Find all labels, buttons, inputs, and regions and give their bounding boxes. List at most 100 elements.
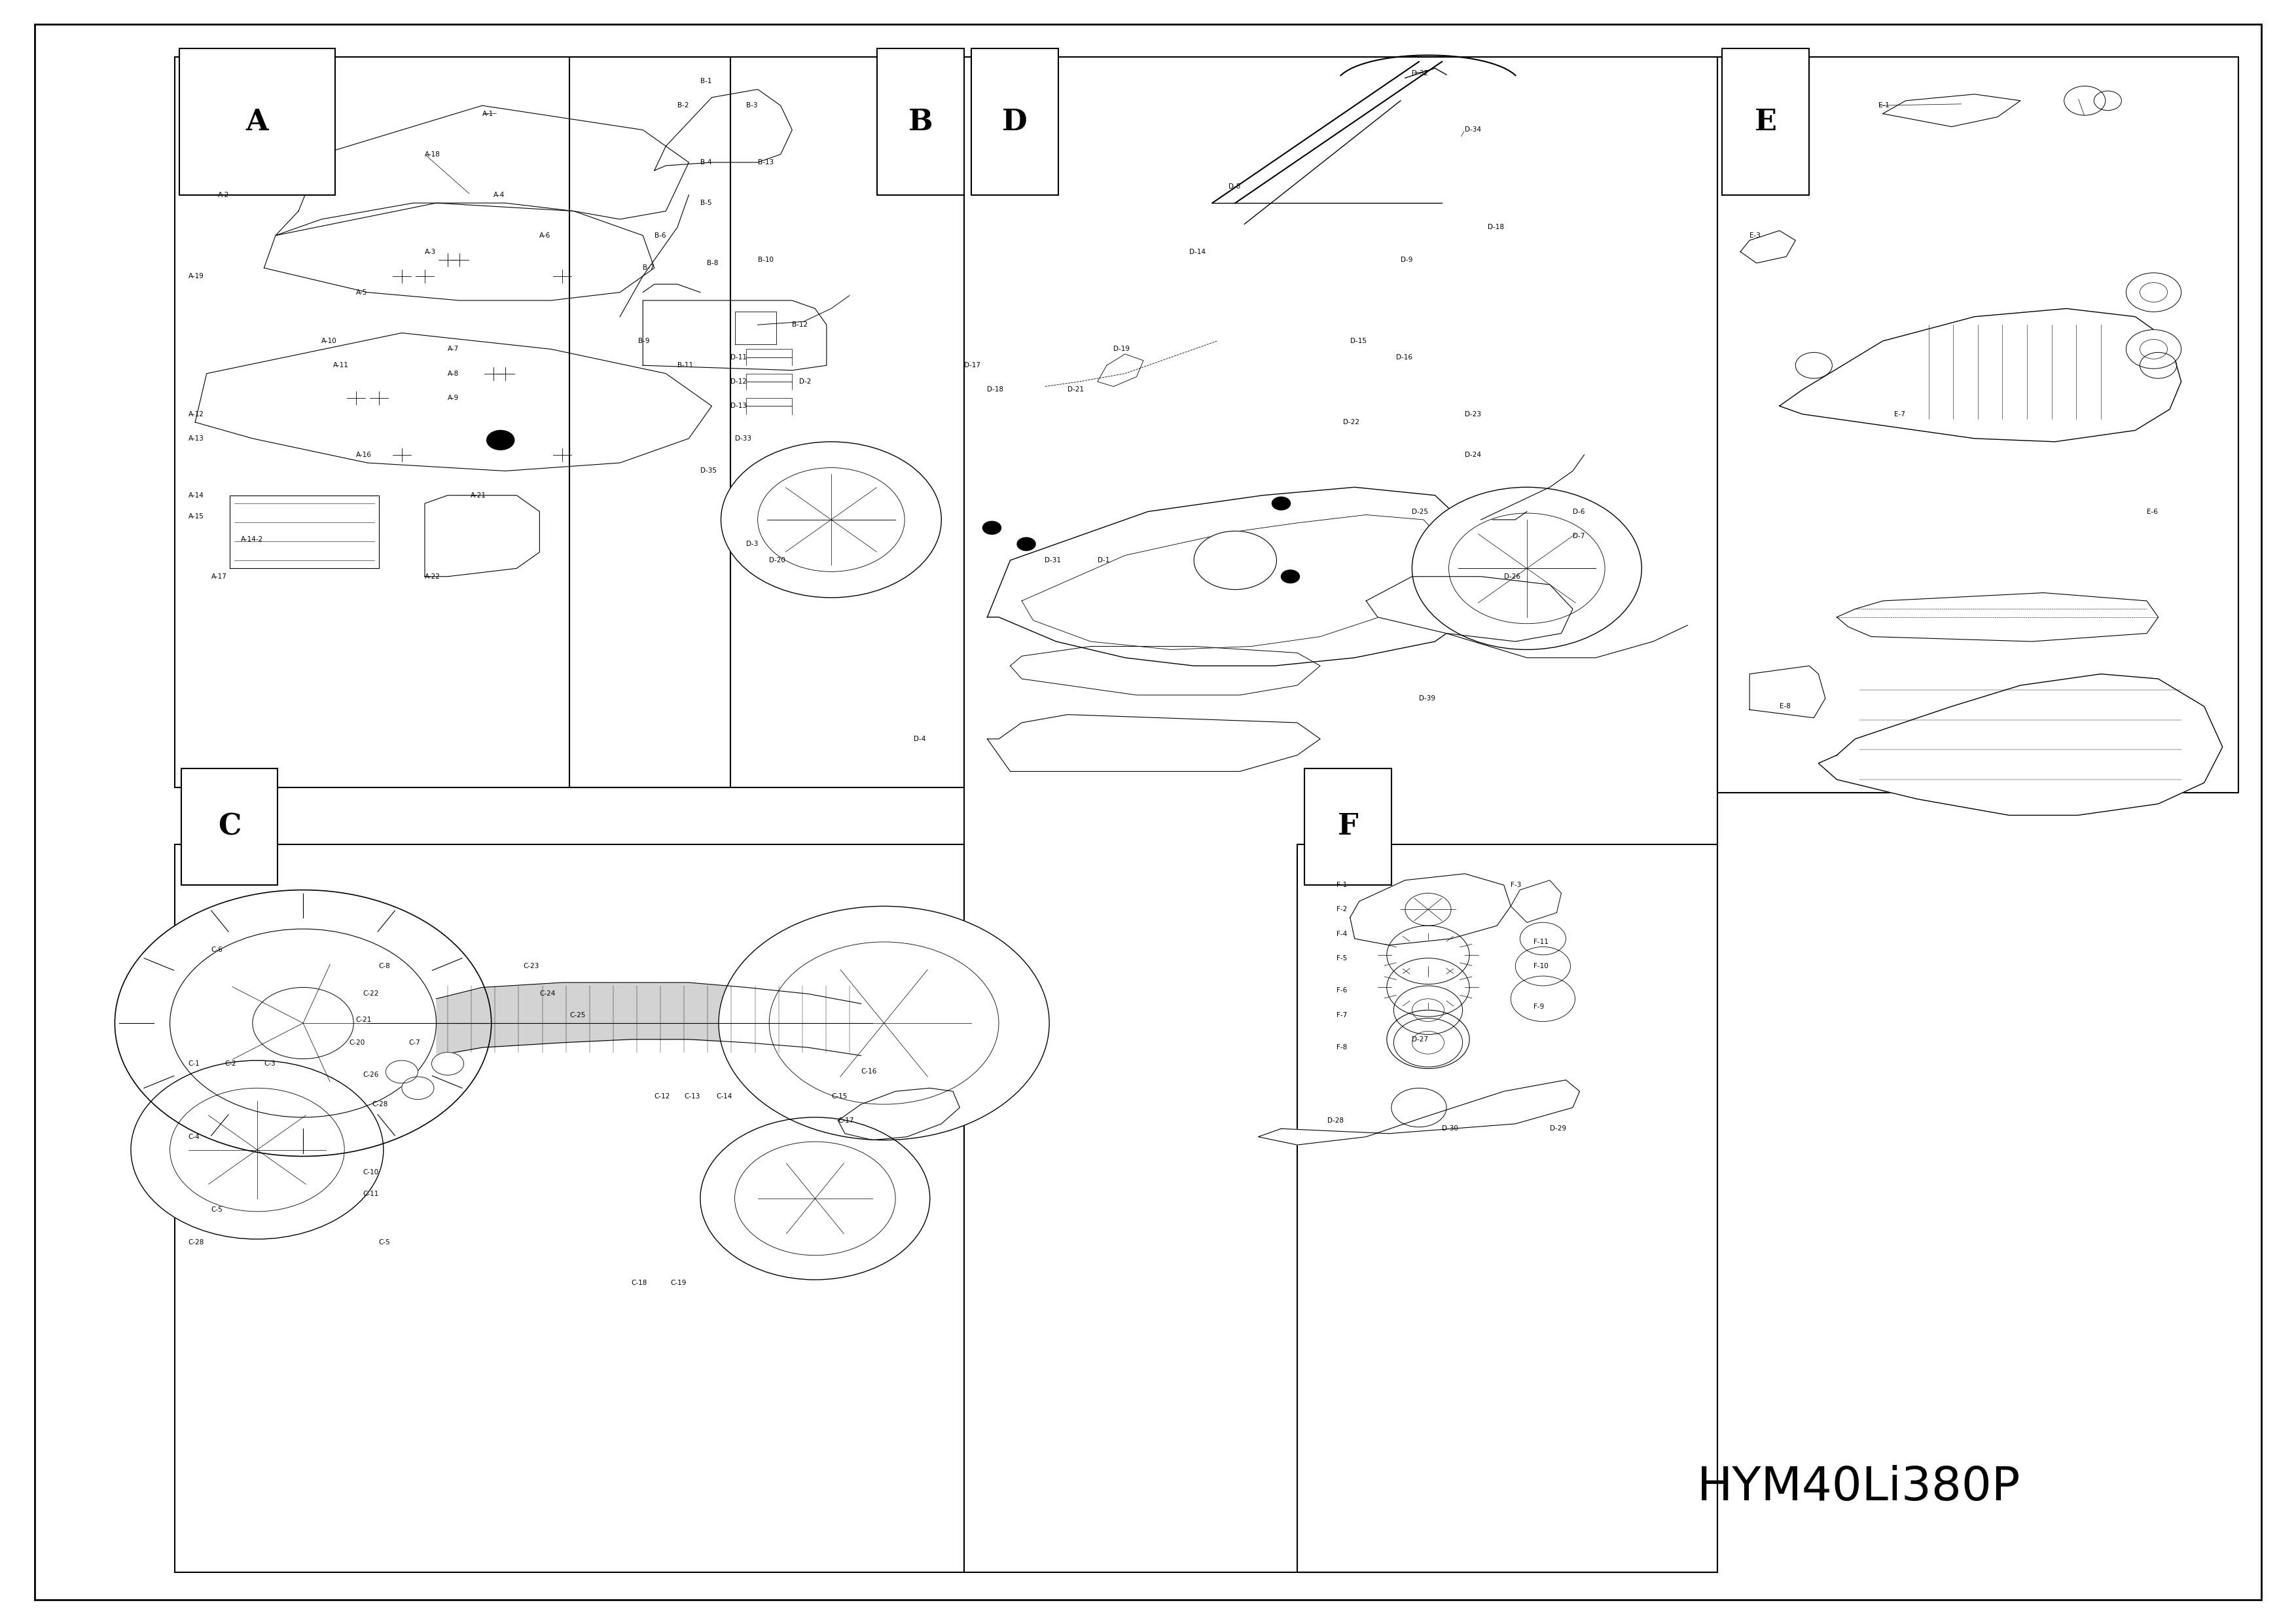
Polygon shape (987, 487, 1481, 666)
Text: D-12: D-12 (730, 378, 746, 385)
Text: D-24: D-24 (1465, 451, 1481, 458)
Circle shape (386, 1060, 418, 1083)
Polygon shape (1511, 880, 1561, 922)
Polygon shape (838, 1088, 960, 1140)
Text: C-17: C-17 (838, 1117, 854, 1124)
Bar (1722, 49, 1809, 195)
Polygon shape (1366, 577, 1573, 641)
Text: C-6: C-6 (211, 947, 223, 953)
Circle shape (1394, 986, 1463, 1034)
Circle shape (1387, 926, 1469, 984)
Text: C-8: C-8 (379, 963, 390, 970)
Polygon shape (1779, 309, 2181, 442)
Text: C-16: C-16 (861, 1069, 877, 1075)
Text: B-6: B-6 (654, 232, 666, 239)
Text: A-10: A-10 (321, 338, 338, 344)
Circle shape (983, 521, 1001, 534)
Text: F-7: F-7 (1336, 1012, 1348, 1018)
Text: B-7: B-7 (643, 265, 654, 271)
Text: C-26: C-26 (363, 1072, 379, 1078)
Text: D-14: D-14 (1189, 248, 1205, 255)
Text: A-22: A-22 (425, 573, 441, 580)
Text: F-8: F-8 (1336, 1044, 1348, 1051)
Text: D-28: D-28 (1327, 1117, 1343, 1124)
Text: D-11: D-11 (730, 354, 746, 361)
Polygon shape (1350, 874, 1511, 945)
Text: C-1: C-1 (188, 1060, 200, 1067)
Circle shape (1394, 1018, 1463, 1067)
Text: D-29: D-29 (1550, 1125, 1566, 1132)
Text: B-3: B-3 (746, 102, 758, 109)
Text: E-1: E-1 (1878, 102, 1890, 109)
Text: C-28: C-28 (188, 1239, 204, 1246)
Text: B-5: B-5 (700, 200, 712, 206)
Text: A-14-2: A-14-2 (241, 536, 264, 542)
Text: C-23: C-23 (523, 963, 540, 970)
Text: D-19: D-19 (1114, 346, 1130, 352)
Text: C-7: C-7 (409, 1039, 420, 1046)
Bar (877, 49, 964, 195)
Text: B-4: B-4 (700, 159, 712, 166)
Text: A-3: A-3 (425, 248, 436, 255)
Text: F: F (1336, 812, 1359, 841)
Text: B-12: B-12 (792, 322, 808, 328)
Bar (1297, 844, 1717, 1572)
Text: A-21: A-21 (471, 492, 487, 499)
Text: C-10: C-10 (363, 1169, 379, 1176)
Text: D-22: D-22 (1343, 419, 1359, 425)
Text: A-18: A-18 (425, 151, 441, 158)
Circle shape (721, 442, 941, 598)
Text: D-8: D-8 (1228, 184, 1240, 190)
Bar (174, 57, 730, 788)
Circle shape (1281, 570, 1300, 583)
Text: D-27: D-27 (1412, 1036, 1428, 1043)
Text: A-9: A-9 (448, 395, 459, 401)
Text: D-30: D-30 (1442, 1125, 1458, 1132)
Polygon shape (987, 715, 1320, 771)
Text: A-2: A-2 (218, 192, 230, 198)
Bar (964, 57, 1717, 1572)
Circle shape (2126, 273, 2181, 312)
Text: B-8: B-8 (707, 260, 719, 266)
Text: C-14: C-14 (716, 1093, 732, 1099)
Text: C-28: C-28 (372, 1101, 388, 1108)
Text: F-6: F-6 (1336, 987, 1348, 994)
Circle shape (2126, 330, 2181, 369)
Text: E-3: E-3 (1750, 232, 1761, 239)
Text: D-33: D-33 (735, 435, 751, 442)
Bar (1717, 57, 2239, 793)
Text: C-20: C-20 (349, 1039, 365, 1046)
Text: D-35: D-35 (700, 468, 716, 474)
Text: C-15: C-15 (831, 1093, 847, 1099)
Circle shape (1515, 947, 1570, 986)
Text: D-18: D-18 (987, 387, 1003, 393)
Text: HYM40Li380P: HYM40Li380P (1697, 1465, 2020, 1510)
Text: C-2: C-2 (225, 1060, 236, 1067)
Text: E-6: E-6 (2147, 508, 2158, 515)
Text: A-7: A-7 (448, 346, 459, 352)
Text: A-17: A-17 (211, 573, 227, 580)
Text: A-12: A-12 (188, 411, 204, 417)
Text: C-11: C-11 (363, 1190, 379, 1197)
Text: F-1: F-1 (1336, 882, 1348, 888)
Text: D-26: D-26 (1504, 573, 1520, 580)
Text: C-25: C-25 (569, 1012, 585, 1018)
Text: B-9: B-9 (638, 338, 650, 344)
Text: C-21: C-21 (356, 1017, 372, 1023)
Text: F-11: F-11 (1534, 939, 1550, 945)
Text: E-5: E-5 (2154, 362, 2165, 369)
Text: D-7: D-7 (1573, 533, 1584, 539)
Text: F-10: F-10 (1534, 963, 1548, 970)
Text: B-2: B-2 (677, 102, 689, 109)
Bar (569, 57, 964, 788)
Text: F-4: F-4 (1336, 931, 1348, 937)
Circle shape (1194, 531, 1277, 590)
Text: D: D (1001, 107, 1029, 136)
Text: D-25: D-25 (1412, 508, 1428, 515)
Text: A-11: A-11 (333, 362, 349, 369)
Text: C-3: C-3 (264, 1060, 276, 1067)
Text: B-13: B-13 (758, 159, 774, 166)
Polygon shape (1750, 666, 1825, 718)
Circle shape (1387, 958, 1469, 1017)
Circle shape (487, 430, 514, 450)
